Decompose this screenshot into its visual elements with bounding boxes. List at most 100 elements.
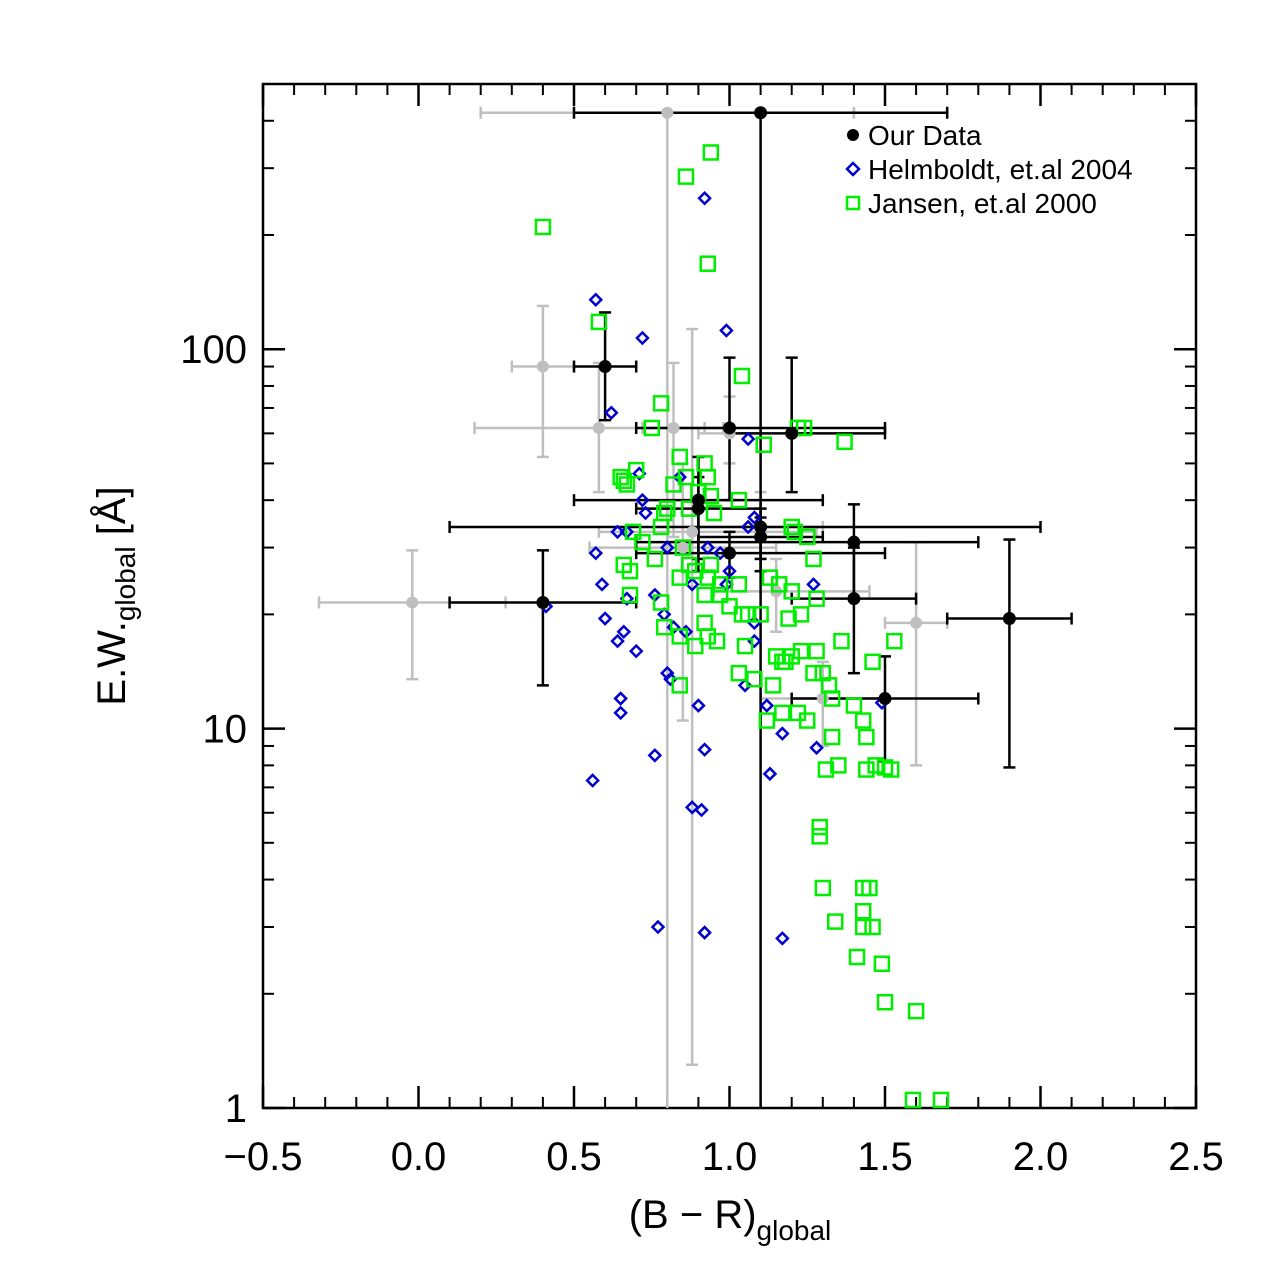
jansen-point xyxy=(739,606,757,623)
comparison-point-marker xyxy=(667,421,680,434)
helmboldt-point xyxy=(697,742,712,757)
legend-marker-helmboldt xyxy=(845,161,861,177)
x-axis-label-main: (B − R) xyxy=(629,1193,757,1237)
helmboldt-point xyxy=(635,330,650,346)
helmboldt-point xyxy=(613,705,628,721)
our-data-point-marker xyxy=(691,502,705,516)
jansen-point xyxy=(845,697,863,714)
our-data-point-marker xyxy=(754,530,768,544)
helmboldt-point xyxy=(809,740,824,756)
legend-label-helmboldt: Helmboldt, et.al 2004 xyxy=(868,154,1133,185)
jansen-point xyxy=(907,1002,925,1020)
helmboldt-point xyxy=(613,691,628,706)
helmboldt-point xyxy=(647,748,663,763)
jansen-point xyxy=(730,491,748,509)
jansen-point xyxy=(848,948,866,966)
helmboldt-point xyxy=(700,540,715,555)
jansen-point xyxy=(823,728,841,746)
helmboldt-point xyxy=(585,773,600,788)
jansen-point xyxy=(783,583,800,600)
helmboldt-point xyxy=(684,577,700,592)
jansen-point xyxy=(792,642,810,660)
helmboldt-point xyxy=(610,633,625,649)
helmboldt-point xyxy=(604,405,619,421)
our-data-point-marker xyxy=(536,595,550,609)
jansen-point xyxy=(615,472,633,490)
jansen-point xyxy=(854,903,872,920)
helmboldt-point xyxy=(759,698,775,713)
jansen-point xyxy=(590,313,608,331)
jansen-point xyxy=(702,556,720,574)
helmboldt-point xyxy=(747,633,762,649)
jansen-point xyxy=(624,523,642,541)
jansen-point xyxy=(659,500,676,517)
jansen-point xyxy=(795,419,813,437)
jansen-point xyxy=(764,677,782,694)
helmboldt-point xyxy=(740,519,756,535)
comparison-point-marker xyxy=(536,360,549,373)
jansen-point xyxy=(643,419,660,437)
x-tick-label: −0.5 xyxy=(224,1135,303,1179)
jansen-point xyxy=(858,761,875,778)
jansen-point xyxy=(805,664,822,682)
jansen-point xyxy=(671,628,688,645)
jansen-point xyxy=(836,433,853,451)
helmboldt-point xyxy=(719,323,734,338)
jansen-point xyxy=(861,879,878,897)
jansen-point xyxy=(817,761,835,778)
jansen-point xyxy=(699,255,716,272)
jansen-point xyxy=(783,518,800,536)
jansen-point xyxy=(826,913,844,930)
jansen-point xyxy=(864,918,881,936)
jansen-point xyxy=(774,704,791,722)
jansen-point xyxy=(823,690,841,707)
y-tick-label: 100 xyxy=(180,328,247,372)
jansen-point xyxy=(733,367,751,385)
jansen-point xyxy=(882,761,900,778)
helmboldt-point xyxy=(740,431,756,447)
jansen-point xyxy=(783,648,800,665)
jansen-point xyxy=(864,653,881,671)
our-data-point-marker xyxy=(1002,612,1016,626)
plot-frame xyxy=(261,82,1198,1110)
helmboldt-point xyxy=(638,505,653,521)
jansen-point xyxy=(705,504,723,522)
jansen-point xyxy=(833,632,850,650)
helmboldt-point xyxy=(697,190,712,206)
jansen-point xyxy=(708,632,726,650)
x-tick-label: 0.5 xyxy=(546,1135,602,1179)
x-tick-label: 0.0 xyxy=(391,1135,447,1179)
jansen-point xyxy=(808,642,825,660)
our-data-point-marker xyxy=(723,421,736,435)
x-tick-label: 1.0 xyxy=(702,1135,758,1179)
jansen-point xyxy=(808,590,825,607)
comparison-point-marker xyxy=(592,421,605,434)
x-tick-label: 2.5 xyxy=(1168,1135,1224,1179)
jansen-point xyxy=(534,218,552,236)
jansen-point xyxy=(830,757,847,774)
helmboldt-point xyxy=(610,524,625,540)
our-data-point-marker xyxy=(598,360,612,374)
jansen-point xyxy=(932,1091,950,1109)
comparison-point-marker xyxy=(676,541,689,554)
y-tick-label: 10 xyxy=(203,708,248,752)
helmboldt-point xyxy=(775,931,790,946)
jansen-point xyxy=(687,637,704,655)
comparison-point-marker xyxy=(686,525,699,538)
x-tick-label: 2.0 xyxy=(1013,1135,1069,1179)
jansen-point xyxy=(758,712,776,729)
helmboldt-point xyxy=(694,802,709,818)
jansen-point xyxy=(730,576,748,593)
jansen-point xyxy=(736,637,754,655)
jansen-point xyxy=(646,550,664,568)
jansen-point xyxy=(696,586,713,604)
jansen-point xyxy=(702,144,720,161)
jansen-point xyxy=(752,606,769,623)
plot-area-border xyxy=(261,82,1198,1110)
jansen-point xyxy=(671,677,688,694)
comparison-point-marker xyxy=(406,596,419,609)
comparison-point-marker xyxy=(816,692,829,705)
jansen-point xyxy=(652,395,670,412)
legend-marker-jansen xyxy=(845,195,861,211)
